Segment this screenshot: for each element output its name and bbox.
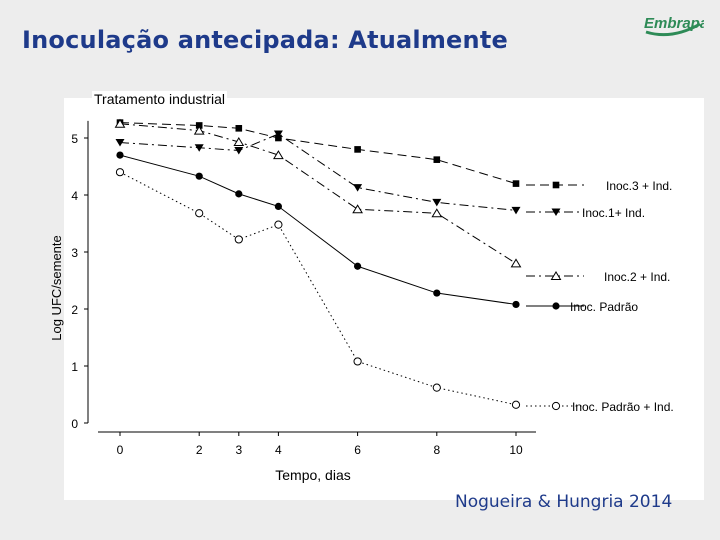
data-point	[353, 184, 363, 192]
data-point	[552, 181, 560, 189]
data-point	[550, 271, 562, 280]
y-tick-label: 3	[71, 246, 78, 260]
chart-legend: Inoc.3 + Ind. Inoc.1+ Ind. Inoc.2 + Ind. In…	[526, 179, 674, 414]
data-point	[234, 147, 244, 155]
y-tick-label: 5	[71, 132, 78, 146]
data-point	[551, 401, 561, 411]
x-tick-label: 3	[235, 443, 242, 457]
y-axis-label: Log UFC/semente	[49, 235, 64, 341]
chart-series	[114, 118, 522, 409]
chart-panel	[64, 98, 704, 500]
data-point	[551, 208, 561, 216]
data-point	[234, 235, 243, 244]
legend-label: Inoc. Padrão	[570, 300, 638, 314]
legend-label: Inoc. Padrão + Ind.	[572, 400, 674, 414]
data-point	[354, 262, 362, 270]
data-point	[274, 220, 283, 229]
data-point	[195, 122, 203, 129]
data-point	[354, 146, 361, 153]
x-tick-label: 6	[354, 443, 361, 457]
x-tick-label: 2	[196, 443, 203, 457]
x-tick-label: 8	[433, 443, 440, 457]
data-point	[233, 137, 245, 146]
data-point	[432, 383, 441, 392]
chart-title: Tratamento industrial	[92, 91, 227, 107]
legend-label: Inoc.1+ Ind.	[582, 206, 645, 220]
x-tick-label: 0	[117, 443, 124, 457]
data-point	[433, 289, 441, 297]
x-tick-label: 4	[275, 443, 282, 457]
legend-label: Inoc.3 + Ind.	[606, 179, 672, 193]
data-point	[115, 139, 125, 147]
slide-title: Inoculação antecipada: Atualmente	[22, 26, 508, 54]
data-point	[273, 150, 284, 160]
data-point	[115, 168, 125, 177]
data-point	[511, 400, 521, 409]
credit-text: Nogueira & Hungria 2014	[455, 492, 673, 512]
data-point	[552, 302, 560, 310]
data-point	[116, 151, 124, 159]
y-tick-label: 1	[71, 360, 78, 374]
data-point	[195, 172, 203, 180]
y-tick-label: 0	[71, 417, 78, 431]
chart-axes: 0 1 2 3 4 5 0 2 3 4 6 8 10 Tempo, dias Log UFC/semente	[49, 120, 536, 483]
data-point	[235, 190, 243, 198]
series-line	[119, 154, 517, 305]
data-point	[510, 258, 522, 268]
data-point	[274, 202, 282, 210]
legend-label: Inoc.2 + Ind.	[604, 270, 670, 284]
data-point	[512, 180, 520, 187]
data-point	[235, 125, 243, 132]
data-point	[431, 208, 443, 218]
data-point	[114, 118, 126, 128]
data-point	[512, 300, 520, 309]
logo-swoosh-icon	[645, 22, 701, 37]
y-tick-label: 4	[71, 189, 78, 203]
y-tick-label: 2	[71, 303, 78, 317]
data-point	[194, 144, 204, 152]
series-line	[119, 122, 517, 185]
data-point	[193, 125, 205, 135]
data-point	[195, 209, 204, 218]
series-line	[119, 133, 517, 211]
data-point	[353, 357, 362, 366]
embrapa-logo: Embrapa	[644, 15, 704, 37]
data-point	[433, 156, 441, 163]
x-tick-label: 10	[509, 443, 523, 457]
logo-text: Embrapa	[644, 15, 704, 32]
series-line	[119, 171, 517, 406]
data-point	[352, 204, 363, 214]
x-axis-label: Tempo, dias	[275, 467, 350, 483]
data-point	[432, 198, 442, 207]
series-line	[119, 123, 517, 264]
data-point	[273, 130, 283, 139]
data-point	[511, 206, 521, 215]
